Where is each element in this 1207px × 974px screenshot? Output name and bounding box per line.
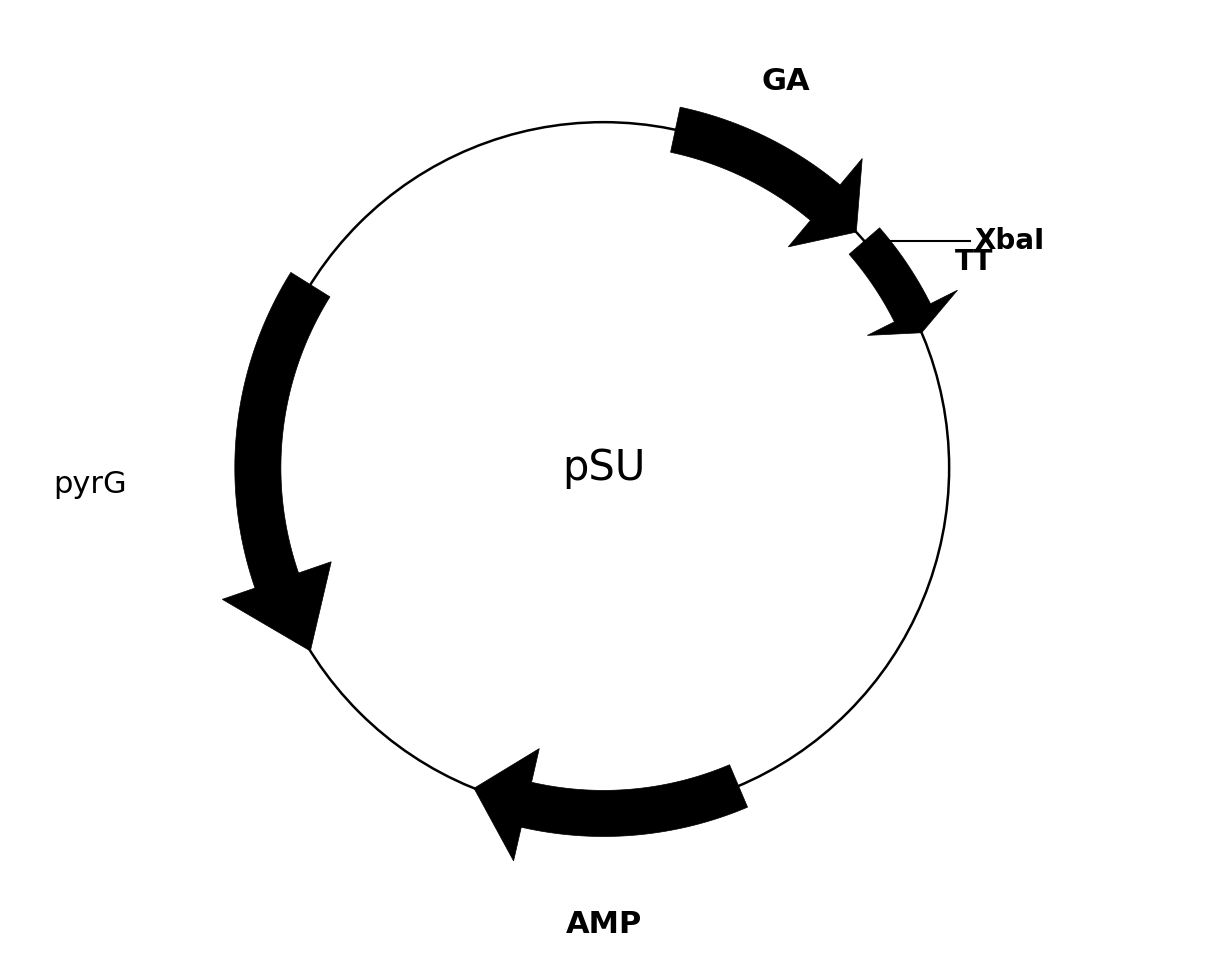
Text: TT: TT [955, 248, 993, 276]
Text: XbaI: XbaI [975, 227, 1045, 255]
Text: GA: GA [762, 66, 810, 95]
Text: AMP: AMP [565, 911, 642, 939]
Text: pSU: pSU [561, 447, 646, 489]
Polygon shape [850, 228, 957, 335]
Polygon shape [222, 273, 331, 651]
Text: pyrG: pyrG [53, 469, 127, 499]
Polygon shape [671, 107, 862, 246]
Polygon shape [474, 749, 747, 861]
